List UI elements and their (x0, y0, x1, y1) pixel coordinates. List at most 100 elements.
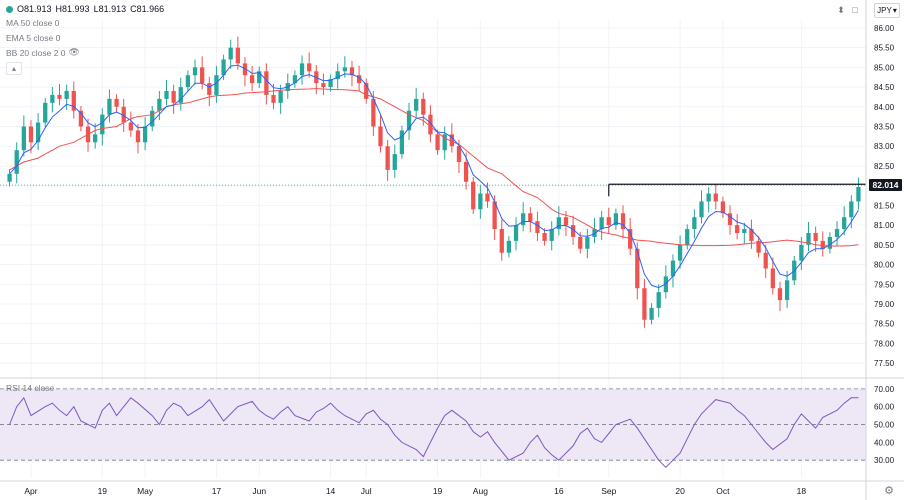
candle-body (592, 229, 597, 237)
ohlc-low: L81.913 (93, 4, 127, 14)
candle-body (656, 292, 661, 308)
candle-body (107, 98, 112, 115)
ohlc-close: C81.966 (130, 4, 165, 14)
candle-body (321, 83, 326, 88)
candle-body (720, 201, 726, 214)
candle-body (749, 229, 754, 241)
candle-body (806, 233, 811, 245)
candle-body (827, 236, 833, 249)
candle-body (642, 288, 647, 320)
currency-select[interactable]: JPY ▾ (874, 3, 900, 18)
rsi-tick-label: 50.00 (874, 421, 895, 430)
y-tick-label: 85.50 (874, 44, 895, 53)
candle-body (100, 114, 105, 135)
y-tick-label: 84.00 (874, 103, 895, 112)
candle-body (556, 217, 561, 230)
collapse-legend-button[interactable]: ▴ (6, 62, 22, 75)
candle-body (192, 67, 198, 76)
candle-body (649, 307, 654, 320)
candle-body (78, 110, 84, 127)
hidden-eye-icon[interactable]: 👁︎ (68, 47, 80, 57)
candle-body (214, 75, 219, 95)
y-tick-label: 86.00 (874, 24, 895, 33)
y-tick-label: 80.00 (874, 261, 895, 270)
collapse-icon[interactable]: ⬍ (837, 4, 845, 15)
candle-body (713, 193, 718, 202)
candle-body (221, 59, 226, 76)
currency-label: JPY (877, 6, 892, 15)
candle-body (385, 146, 390, 170)
indicator-label: MA 50 close 0 (6, 18, 60, 28)
candle-body (763, 252, 768, 269)
candle-body (371, 98, 376, 127)
candle-body (299, 63, 305, 76)
candle-body (485, 193, 490, 202)
candle-body (777, 288, 783, 301)
candle-body (549, 229, 554, 241)
candle-body (292, 75, 298, 84)
candle-body (842, 217, 847, 230)
status-dot (6, 5, 13, 13)
candle-body (7, 173, 12, 182)
candle-body (200, 67, 205, 84)
candle-body (207, 83, 212, 95)
x-tick-label: 20 (675, 486, 685, 496)
indicator-label: EMA 5 close 0 (6, 33, 61, 43)
candle-body (670, 260, 676, 277)
indicator-label: BB 20 close 2 0 (6, 47, 66, 58)
candle-body (364, 83, 369, 99)
candle-body (727, 213, 733, 226)
rsi-levels (0, 388, 866, 461)
candle-body (335, 71, 340, 80)
candle-body (513, 225, 519, 241)
y-tick-label: 80.50 (874, 241, 895, 250)
indicator-ma50[interactable]: MA 50 close 0 (6, 18, 59, 28)
candle-body (585, 236, 590, 249)
candle-body (770, 268, 775, 289)
ohlc-high: H81.993 (55, 4, 90, 14)
maximize-icon[interactable]: □ (852, 5, 858, 15)
indicator-bb20[interactable]: BB 20 close 2 0 👁︎ (6, 47, 80, 58)
x-tick-label: Aug (473, 486, 488, 496)
candle-body (242, 63, 248, 76)
candle-body (342, 67, 347, 72)
rsi-tick-label: 60.00 (874, 403, 895, 412)
rsi-line (9, 396, 859, 469)
x-tick-label: Sep (601, 486, 616, 496)
candle-body (456, 146, 462, 162)
candle-body (784, 280, 790, 301)
indicator-ema5[interactable]: EMA 5 close 0 (6, 33, 60, 43)
candle-body (171, 91, 176, 103)
candle-body (228, 47, 233, 60)
candle-body (635, 248, 640, 289)
chevron-down-icon: ▾ (892, 6, 897, 15)
ma50-line (9, 88, 859, 247)
gear-icon[interactable]: ⚙ (884, 485, 894, 497)
candle-body (328, 79, 333, 88)
rsi-tick-label: 30.00 (874, 456, 895, 465)
rsi-title: RSI 14 close (6, 383, 55, 393)
candle-body (578, 236, 583, 249)
y-tick-label: 81.00 (874, 221, 895, 230)
candle-body (620, 213, 626, 230)
candle-body (185, 75, 191, 88)
x-tick-label: Jul (361, 486, 372, 496)
x-tick-label: 17 (212, 486, 222, 496)
candle-body (378, 126, 383, 147)
candle-body (834, 229, 840, 237)
candle-body (677, 244, 683, 261)
candle-body (542, 233, 547, 241)
y-tick-label: 78.00 (874, 339, 895, 348)
x-tick-label: 19 (433, 486, 443, 496)
candle-body (535, 221, 540, 233)
candle-body (164, 91, 169, 99)
x-tick-label: Jun (252, 486, 266, 496)
candle-body (613, 213, 619, 226)
candle-body (706, 193, 711, 202)
candle-body (278, 91, 283, 103)
candle-body (421, 98, 426, 115)
candle-body (521, 213, 526, 226)
candle-body (150, 110, 155, 127)
candle-body (735, 225, 740, 233)
